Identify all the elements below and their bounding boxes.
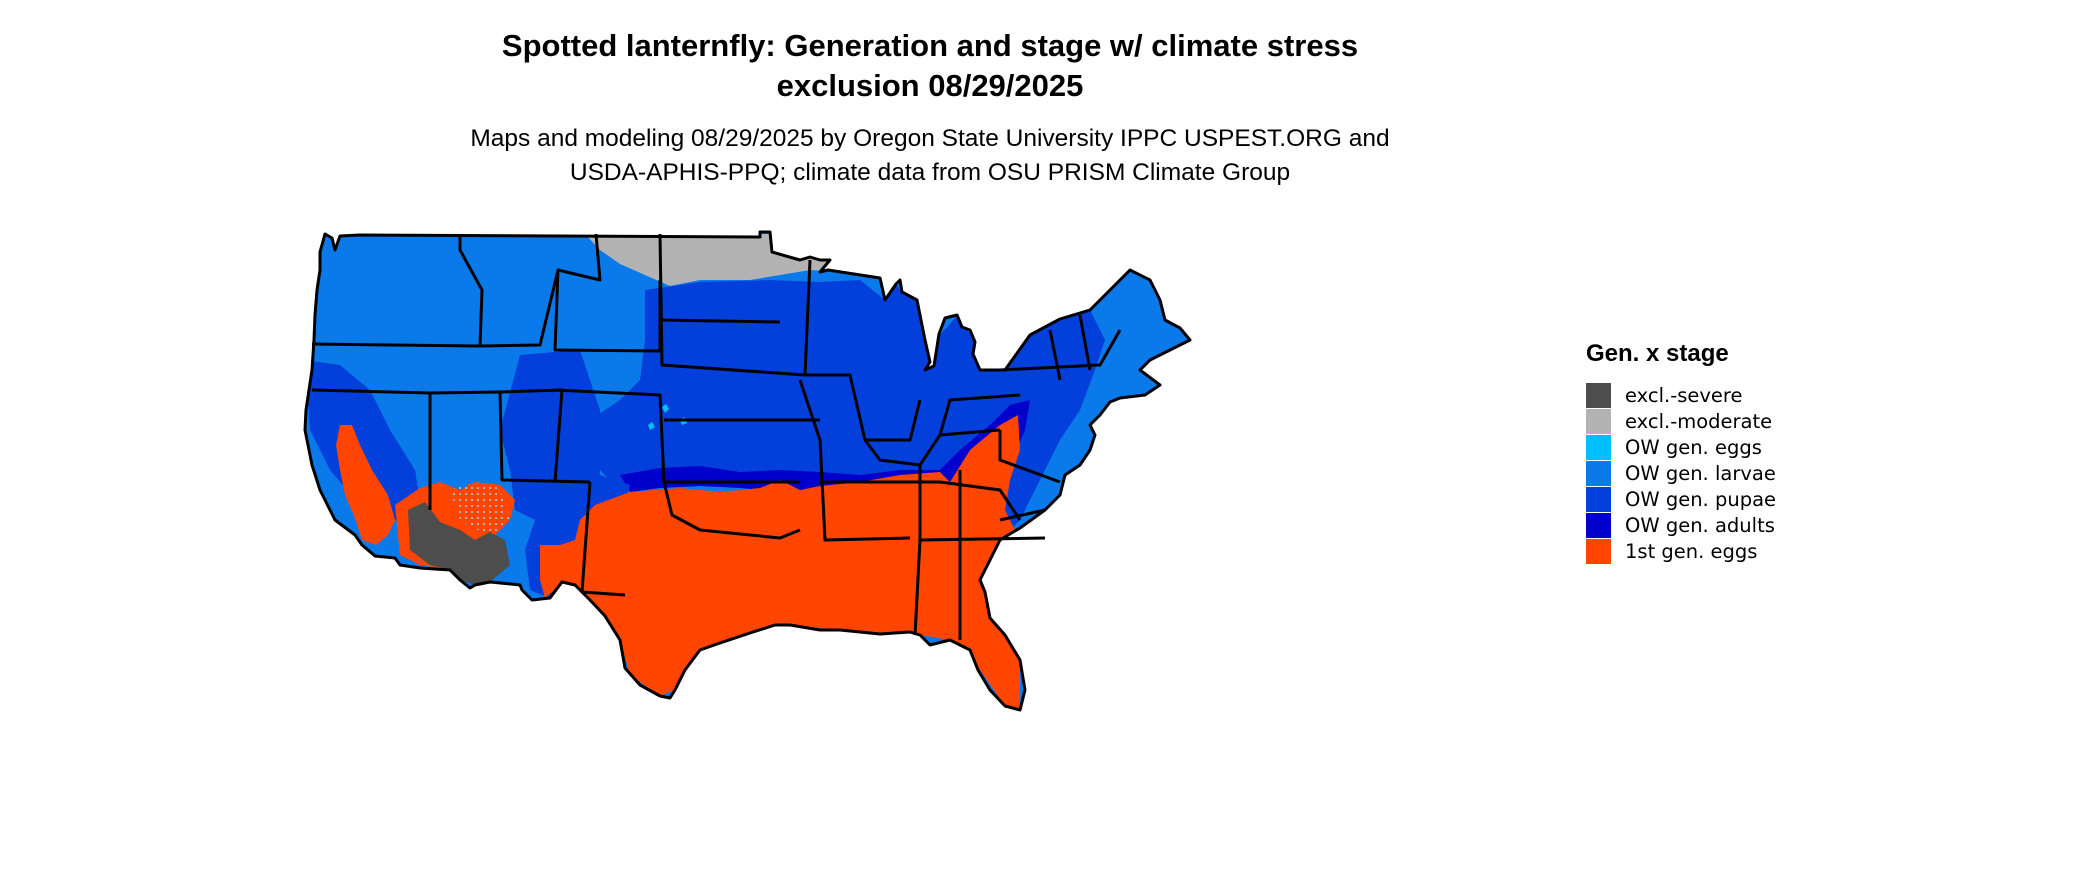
legend-label: OW gen. eggs xyxy=(1625,435,1762,459)
legend-swatch xyxy=(1586,460,1611,486)
region-first-gen-eggs-california xyxy=(336,425,395,545)
region-first-gen-eggs-south xyxy=(540,415,1080,710)
legend-swatch xyxy=(1586,538,1611,564)
legend-item-excl-moderate: excl.-moderate xyxy=(1586,408,1776,434)
map-title-line1: Spotted lanternfly: Generation and stage… xyxy=(501,28,1359,63)
us-map xyxy=(303,230,1192,792)
region-ow-pupae-coast xyxy=(305,360,420,520)
legend-label: OW gen. pupae xyxy=(1625,487,1777,511)
region-excl-moderate-texas xyxy=(825,760,845,792)
map-title: Spotted lanternfly: Generation and stage… xyxy=(0,26,1860,106)
legend-swatch xyxy=(1586,382,1611,408)
region-desert-transition xyxy=(450,482,510,535)
legend-title: Gen. x stage xyxy=(1586,340,1729,367)
legend-swatch xyxy=(1586,512,1611,538)
legend-label: 1st gen. eggs xyxy=(1625,539,1758,563)
map-title-line2: exclusion 08/29/2025 xyxy=(776,68,1084,103)
map-legend: Gen. x stage excl.-severe excl.-moderate… xyxy=(1586,340,1776,564)
state-borders xyxy=(303,230,1192,712)
map-subtitle: Maps and modeling 08/29/2025 by Oregon S… xyxy=(0,122,1860,190)
legend-item-first-gen-eggs: 1st gen. eggs xyxy=(1586,538,1776,564)
legend-item-excl-severe: excl.-severe xyxy=(1586,382,1776,408)
legend-label: excl.-moderate xyxy=(1625,409,1773,433)
region-ow-eggs xyxy=(648,404,687,430)
legend-label: excl.-severe xyxy=(1625,383,1743,407)
region-excl-severe xyxy=(408,502,510,585)
legend-swatch xyxy=(1586,408,1611,434)
legend-item-ow-eggs: OW gen. eggs xyxy=(1586,434,1776,460)
map-subtitle-line1: Maps and modeling 08/29/2025 by Oregon S… xyxy=(470,125,1390,152)
map-subtitle-line2: USDA-APHIS-PPQ; climate data from OSU PR… xyxy=(569,159,1291,186)
legend-item-ow-pupae: OW gen. pupae xyxy=(1586,486,1776,512)
legend-swatch xyxy=(1586,434,1611,460)
legend-swatch xyxy=(1586,486,1611,512)
legend-item-ow-larvae: OW gen. larvae xyxy=(1586,460,1776,486)
stage-regions xyxy=(305,232,1190,792)
legend-item-ow-adults: OW gen. adults xyxy=(1586,512,1776,538)
legend-label: OW gen. adults xyxy=(1625,513,1775,537)
legend-label: OW gen. larvae xyxy=(1625,461,1776,485)
